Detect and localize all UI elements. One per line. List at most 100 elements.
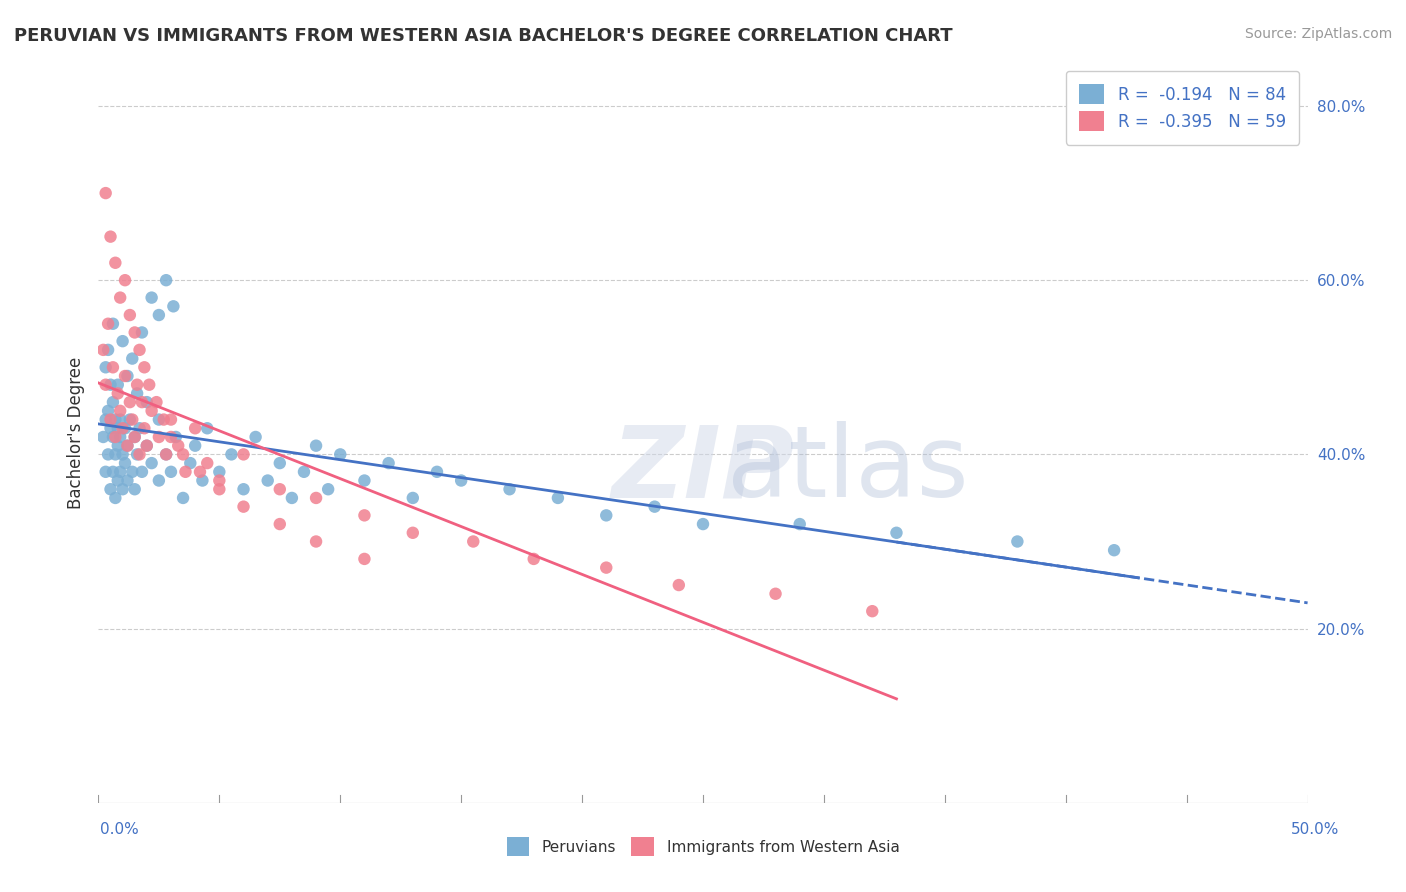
- Point: [148, 308, 170, 322]
- Point: [117, 439, 139, 453]
- Point: [886, 525, 908, 540]
- Point: [174, 465, 197, 479]
- Text: 0.0%: 0.0%: [100, 822, 139, 837]
- Point: [353, 552, 375, 566]
- Point: [118, 395, 141, 409]
- Point: [94, 377, 117, 392]
- Point: [184, 421, 207, 435]
- Point: [644, 500, 666, 514]
- Point: [104, 491, 127, 505]
- Point: [108, 465, 131, 479]
- Point: [463, 534, 485, 549]
- Point: [167, 439, 190, 453]
- Point: [148, 474, 170, 488]
- Point: [148, 430, 170, 444]
- Point: [547, 491, 569, 505]
- Point: [104, 256, 127, 270]
- Point: [117, 369, 139, 384]
- Point: [269, 517, 291, 532]
- Point: [100, 229, 122, 244]
- Point: [101, 317, 124, 331]
- Point: [269, 456, 291, 470]
- Point: [101, 430, 124, 444]
- Text: atlas: atlas: [727, 421, 969, 518]
- Point: [104, 430, 127, 444]
- Point: [135, 439, 157, 453]
- Point: [107, 386, 129, 401]
- Point: [131, 326, 153, 340]
- Point: [208, 474, 231, 488]
- Point: [165, 430, 187, 444]
- Point: [107, 377, 129, 392]
- Point: [1007, 534, 1029, 549]
- Point: [353, 508, 375, 523]
- Point: [97, 404, 120, 418]
- Point: [281, 491, 304, 505]
- Point: [114, 421, 136, 435]
- Point: [232, 500, 254, 514]
- Point: [138, 377, 160, 392]
- Y-axis label: Bachelor's Degree: Bachelor's Degree: [66, 357, 84, 508]
- Point: [134, 421, 156, 435]
- Point: [94, 186, 117, 200]
- Text: 50.0%: 50.0%: [1291, 822, 1339, 837]
- Point: [152, 412, 174, 426]
- Point: [232, 482, 254, 496]
- Point: [305, 534, 328, 549]
- Point: [131, 465, 153, 479]
- Point: [329, 447, 352, 461]
- Point: [128, 447, 150, 461]
- Point: [141, 291, 163, 305]
- Point: [124, 482, 146, 496]
- Point: [107, 439, 129, 453]
- Point: [94, 360, 117, 375]
- Point: [450, 474, 472, 488]
- Point: [269, 482, 291, 496]
- Point: [94, 412, 117, 426]
- Point: [426, 465, 449, 479]
- Point: [108, 291, 131, 305]
- Point: [155, 447, 177, 461]
- Legend: Peruvians, Immigrants from Western Asia: Peruvians, Immigrants from Western Asia: [501, 831, 905, 862]
- Point: [100, 421, 122, 435]
- Point: [108, 412, 131, 426]
- Point: [107, 474, 129, 488]
- Point: [305, 491, 328, 505]
- Point: [108, 430, 131, 444]
- Point: [208, 465, 231, 479]
- Point: [111, 447, 134, 461]
- Point: [121, 351, 143, 366]
- Point: [100, 482, 122, 496]
- Point: [245, 430, 267, 444]
- Text: PERUVIAN VS IMMIGRANTS FROM WESTERN ASIA BACHELOR'S DEGREE CORRELATION CHART: PERUVIAN VS IMMIGRANTS FROM WESTERN ASIA…: [14, 27, 953, 45]
- Point: [114, 273, 136, 287]
- Point: [498, 482, 520, 496]
- Point: [595, 508, 617, 523]
- Point: [160, 412, 183, 426]
- Point: [523, 552, 546, 566]
- Point: [162, 299, 184, 313]
- Point: [104, 447, 127, 461]
- Point: [118, 412, 141, 426]
- Point: [128, 343, 150, 357]
- Point: [111, 482, 134, 496]
- Point: [141, 456, 163, 470]
- Point: [353, 474, 375, 488]
- Point: [121, 465, 143, 479]
- Point: [118, 308, 141, 322]
- Point: [128, 421, 150, 435]
- Point: [117, 474, 139, 488]
- Point: [97, 343, 120, 357]
- Point: [100, 377, 122, 392]
- Point: [127, 377, 149, 392]
- Point: [97, 317, 120, 331]
- Point: [195, 456, 218, 470]
- Point: [131, 395, 153, 409]
- Point: [256, 474, 278, 488]
- Point: [100, 412, 122, 426]
- Point: [155, 273, 177, 287]
- Point: [107, 421, 129, 435]
- Point: [111, 421, 134, 435]
- Point: [101, 360, 124, 375]
- Point: [91, 343, 114, 357]
